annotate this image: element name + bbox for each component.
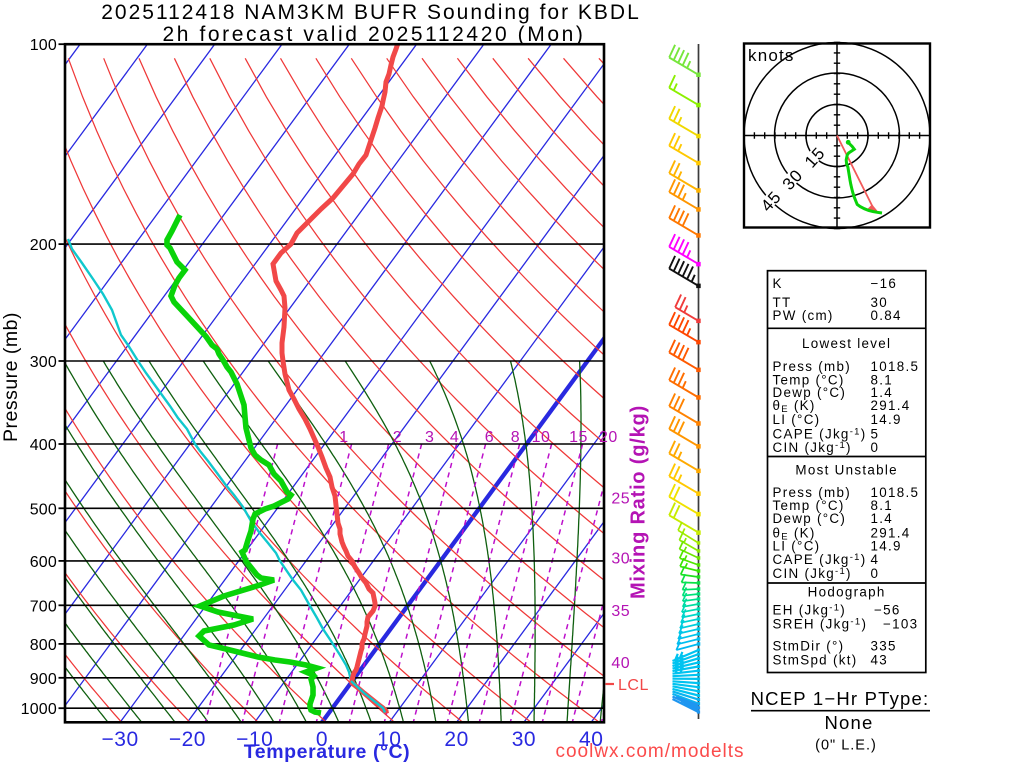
svg-text:600: 600 [30, 554, 57, 571]
svg-text:−30: −30 [102, 728, 139, 751]
svg-text:30: 30 [871, 295, 889, 310]
svg-text:400: 400 [30, 437, 57, 454]
svg-text:800: 800 [30, 637, 57, 654]
svg-text:−20: −20 [169, 728, 206, 751]
svg-text:1018.5: 1018.5 [871, 485, 920, 500]
svg-text:35: 35 [611, 603, 630, 620]
svg-text:40: 40 [611, 655, 630, 672]
svg-text:Pressure (mb): Pressure (mb) [0, 312, 22, 442]
svg-text:2h forecast valid 2025112420 (: 2h forecast valid 2025112420 (Mon) [162, 23, 585, 46]
svg-text:291.4: 291.4 [871, 525, 911, 540]
svg-text:1.4: 1.4 [871, 385, 894, 400]
svg-text:20: 20 [599, 429, 618, 446]
svg-text:1018.5: 1018.5 [871, 359, 920, 374]
svg-text:335: 335 [871, 639, 897, 654]
svg-text:Press (mb): Press (mb) [773, 485, 851, 500]
svg-text:291.4: 291.4 [871, 398, 911, 413]
svg-text:Dewp (°C): Dewp (°C) [773, 511, 847, 526]
svg-text:14.9: 14.9 [871, 539, 902, 554]
svg-text:30: 30 [512, 728, 536, 751]
svg-text:Lowest level: Lowest level [802, 336, 891, 351]
svg-text:TT: TT [773, 295, 792, 310]
svg-text:PW (cm): PW (cm) [773, 308, 834, 323]
svg-text:CAPE (Jkg-1): CAPE (Jkg-1) [773, 552, 867, 567]
svg-text:100: 100 [30, 37, 57, 54]
svg-text:coolwx.com/modelts: coolwx.com/modelts [555, 741, 744, 762]
svg-text:K: K [773, 276, 783, 291]
svg-text:Mixing Ratio (g/kg): Mixing Ratio (g/kg) [628, 405, 650, 599]
svg-text:15: 15 [569, 429, 588, 446]
svg-text:300: 300 [30, 354, 57, 371]
svg-text:1000: 1000 [21, 701, 57, 718]
svg-text:Temp (°C): Temp (°C) [773, 373, 845, 388]
svg-text:EH (Jkg-1): EH (Jkg-1) [773, 603, 847, 618]
svg-text:1.4: 1.4 [871, 511, 894, 526]
svg-text:Press (mb): Press (mb) [773, 359, 851, 374]
svg-text:LCL: LCL [618, 677, 649, 694]
svg-text:Temperature (°C): Temperature (°C) [244, 741, 411, 763]
svg-text:10: 10 [377, 728, 401, 751]
svg-text:3: 3 [425, 429, 434, 446]
svg-text:0: 0 [871, 566, 880, 581]
svg-text:14.9: 14.9 [871, 412, 902, 427]
svg-text:900: 900 [30, 671, 57, 688]
svg-text:Hodograph: Hodograph [808, 585, 886, 600]
svg-text:10: 10 [532, 429, 551, 446]
svg-text:0.84: 0.84 [871, 308, 902, 323]
svg-text:0: 0 [316, 728, 328, 751]
svg-text:StmSpd (kt): StmSpd (kt) [773, 652, 858, 667]
svg-text:8: 8 [511, 429, 520, 446]
svg-text:−56: −56 [874, 603, 901, 618]
svg-text:CIN (Jkg-1): CIN (Jkg-1) [773, 566, 852, 581]
svg-text:knots: knots [748, 46, 795, 65]
svg-text:43: 43 [871, 652, 889, 667]
svg-text:2025112418 NAM3KM BUFR Soundin: 2025112418 NAM3KM BUFR Sounding for KBDL [101, 1, 641, 24]
svg-text:4: 4 [450, 429, 459, 446]
svg-text:Temp (°C): Temp (°C) [773, 498, 845, 513]
svg-text:6: 6 [485, 429, 494, 446]
svg-text:2: 2 [393, 429, 402, 446]
svg-text:StmDir (°): StmDir (°) [773, 639, 845, 654]
svg-text:5: 5 [871, 426, 880, 441]
svg-text:4: 4 [871, 552, 880, 567]
svg-text:40: 40 [579, 728, 603, 751]
svg-text:1: 1 [339, 429, 348, 446]
svg-text:−10: −10 [236, 728, 273, 751]
svg-text:25: 25 [611, 490, 630, 507]
svg-text:−103: −103 [883, 617, 918, 632]
svg-text:Most Unstable: Most Unstable [795, 463, 898, 478]
svg-text:8.1: 8.1 [871, 498, 894, 513]
svg-text:LI (°C): LI (°C) [773, 412, 821, 427]
svg-text:SREH (Jkg-1): SREH (Jkg-1) [773, 617, 868, 632]
svg-text:200: 200 [30, 237, 57, 254]
svg-text:NCEP 1−Hr PType:: NCEP 1−Hr PType: [751, 688, 930, 709]
svg-text:CIN (Jkg-1): CIN (Jkg-1) [773, 440, 852, 455]
svg-text:LI (°C): LI (°C) [773, 539, 821, 554]
svg-text:30: 30 [611, 551, 630, 568]
svg-text:−16: −16 [871, 276, 898, 291]
svg-text:8.1: 8.1 [871, 373, 894, 388]
svg-text:0: 0 [871, 440, 880, 455]
svg-text:CAPE (Jkg-1): CAPE (Jkg-1) [773, 426, 867, 441]
svg-text:20: 20 [444, 728, 468, 751]
svg-text:None: None [824, 712, 873, 733]
svg-text:(0" L.E.): (0" L.E.) [815, 738, 877, 754]
svg-text:700: 700 [30, 598, 57, 615]
svg-text:Dewp (°C): Dewp (°C) [773, 385, 847, 400]
svg-text:500: 500 [30, 501, 57, 518]
